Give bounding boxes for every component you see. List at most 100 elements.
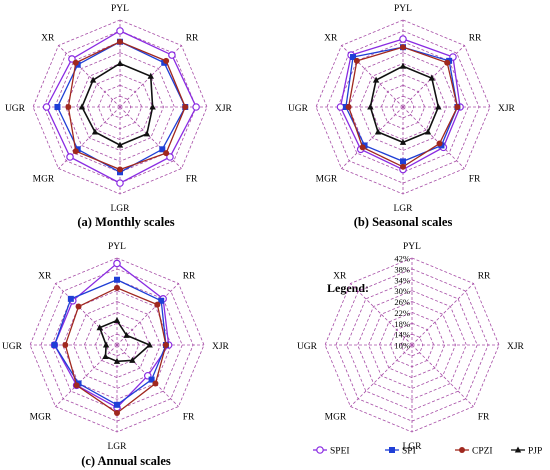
grid-ring — [326, 30, 480, 184]
data-point-pjp-rr — [428, 74, 436, 81]
legend-title: Legend: — [327, 281, 369, 295]
data-point-pjp-fr — [143, 130, 151, 137]
series-cpzi — [65, 38, 189, 173]
data-point-cpzi-ugr — [62, 342, 69, 348]
data-point-spi-lgr — [400, 158, 406, 165]
axis-label-lgr: LGR — [403, 442, 423, 452]
data-point-cpzi-xr — [353, 57, 360, 64]
data-point-spei-pyl — [399, 35, 407, 43]
legend-label-spei: SPEI — [330, 447, 350, 457]
data-point-pjp-mgr — [102, 353, 109, 360]
data-point-cpzi-mgr — [72, 148, 79, 155]
data-point-cpzi-rr — [154, 301, 161, 308]
data-point-pjp-xr — [372, 76, 380, 83]
grid-ring — [105, 333, 129, 357]
axis-label-fr: FR — [183, 413, 195, 423]
data-point-cpzi-xjr — [454, 104, 461, 110]
axis-label-mgr: MGR — [33, 175, 55, 185]
grid-ring — [51, 279, 183, 411]
axis-label-mgr: MGR — [325, 413, 347, 423]
grid-ring — [368, 301, 456, 389]
data-point-cpzi-pyl — [114, 284, 120, 291]
grid-spoke — [350, 283, 413, 346]
data-point-pjp-lgr — [113, 357, 121, 364]
axis-label-xjr: XJR — [215, 104, 233, 114]
axis-label-fr: FR — [469, 175, 481, 185]
data-point-cpzi-lgr — [117, 166, 123, 173]
data-point-pjp-pyl — [113, 317, 121, 324]
series-pjp — [96, 317, 153, 364]
axis-label-ugr: UGR — [288, 104, 309, 114]
axis-label-pyl: PYL — [111, 4, 129, 14]
grid-ring — [76, 63, 164, 151]
scale-tick-label: 34% — [394, 275, 410, 285]
grid-ring — [86, 73, 154, 141]
grid-spoke — [402, 106, 465, 169]
data-point-spei-lgr — [116, 179, 124, 187]
axis-label-ugr: UGR — [5, 104, 26, 114]
data-point-pjp-xjr — [149, 103, 156, 110]
data-point-cpzi-rr — [444, 59, 451, 66]
data-point-pjp-mgr — [374, 128, 382, 135]
axis-label-xjr: XJR — [212, 342, 230, 352]
axis-label-fr: FR — [478, 413, 490, 423]
radar-panel-annual: (c) Annual scales PYL RR XJR FR LGR MGR UGR XR — [2, 242, 230, 468]
scale-tick-label: 26% — [394, 297, 410, 307]
axis-label-mgr: MGR — [30, 413, 52, 423]
grid-ring — [400, 333, 424, 357]
axis-label-lgr: LGR — [108, 442, 128, 452]
axis-label-fr: FR — [186, 175, 198, 185]
axis-label-rr: RR — [183, 271, 196, 281]
legend-panel: Legend: PYL RR XJR FR LGR MGR UGR XR 10%14%18%22… — [297, 242, 525, 452]
data-point-spi-rr — [158, 297, 165, 304]
axis-label-xr: XR — [41, 33, 55, 43]
data-point-cpzi-pyl — [117, 38, 123, 45]
data-point-spei-fr — [166, 153, 174, 161]
data-point-pjp-lgr — [116, 141, 124, 148]
series-cpzi — [62, 284, 169, 416]
axis-label-xr: XR — [38, 271, 52, 281]
grid-spoke — [116, 283, 179, 346]
axis-label-mgr: MGR — [316, 175, 338, 185]
scale-tick-label: 30% — [394, 286, 410, 296]
grid-ring — [43, 30, 197, 184]
data-point-cpzi-fr — [152, 380, 159, 387]
grid-ring — [391, 95, 415, 119]
data-point-cpzi-lgr — [114, 409, 120, 416]
grid-spoke — [116, 344, 179, 407]
data-point-spi-xr — [67, 295, 74, 302]
data-point-pjp-fr — [424, 128, 432, 135]
legend-marker-cpzi — [459, 447, 465, 453]
axis-label-rr: RR — [478, 271, 491, 281]
axis-label-lgr: LGR — [394, 204, 414, 214]
data-point-spi-lgr — [114, 401, 120, 408]
series-spei — [50, 259, 173, 412]
grid-spoke — [55, 283, 118, 346]
radar-grid — [324, 257, 500, 433]
axis-label-xjr: XJR — [498, 104, 516, 114]
axis-label-pyl: PYL — [108, 242, 126, 252]
grid-spoke — [350, 344, 413, 407]
grid-ring — [346, 279, 478, 411]
series-cpzi — [345, 44, 461, 170]
grid-spoke — [58, 45, 121, 108]
radar-panel-monthly: (a) Monthly scales PYL RR XJR FR LGR MGR UGR XR — [5, 4, 233, 229]
data-point-spei-mgr — [66, 153, 74, 161]
data-point-cpzi-fr — [163, 150, 170, 157]
data-point-spi-ugr — [51, 342, 58, 348]
axis-label-rr: RR — [186, 33, 199, 43]
series-pjp — [78, 60, 156, 148]
data-point-cpzi-ugr — [65, 104, 72, 110]
grid-ring — [83, 311, 151, 379]
grid-ring — [359, 63, 447, 151]
panel-title-seasonal: (b) Seasonal scales — [354, 215, 453, 229]
legend-label-pjp: PJP — [528, 447, 542, 457]
data-point-pjp-rr — [123, 331, 130, 338]
data-point-cpzi-fr — [436, 140, 443, 147]
series-legend: SPEI SPI CPZI PJP — [313, 446, 542, 457]
data-point-pjp-mgr — [91, 128, 99, 135]
legend-marker-spei — [316, 446, 324, 454]
data-point-spei-xr — [68, 55, 76, 63]
grid-ring — [378, 311, 446, 379]
data-point-pjp-pyl — [116, 60, 124, 66]
